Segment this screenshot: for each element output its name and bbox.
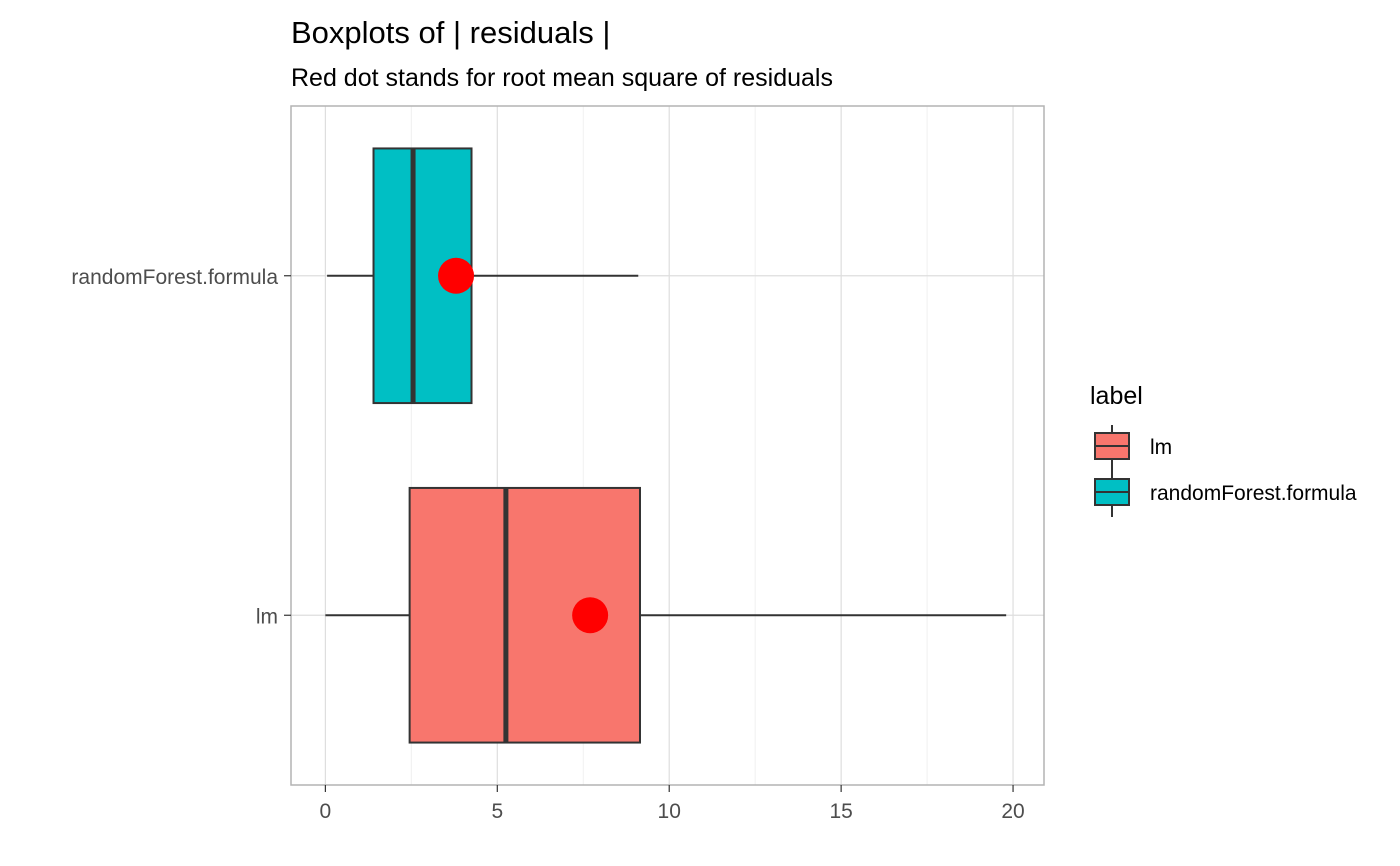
x-tick-label: 0 <box>320 800 332 823</box>
x-axis: 0 5 10 15 20 <box>320 785 1025 823</box>
legend-item: lm <box>1094 425 1172 471</box>
x-tick-label: 5 <box>491 800 503 823</box>
legend-items: lm randomForest.formula <box>1094 425 1357 517</box>
x-tick-label: 10 <box>658 800 681 823</box>
boxplots <box>325 147 1007 744</box>
panel-border <box>290 105 1045 786</box>
y-tick-label: randomForest.formula <box>71 266 278 289</box>
legend-item: randomForest.formula <box>1094 471 1357 517</box>
chart-subtitle: Red dot stands for root mean square of r… <box>291 64 833 92</box>
boxplot-lm <box>325 486 1007 744</box>
legend: label lm randomForest.formula <box>1090 382 1357 517</box>
x-tick-label: 15 <box>829 800 852 823</box>
chart-title: Boxplots of | residuals | <box>291 15 610 50</box>
rms-dot <box>438 257 475 294</box>
boxplot-randomForest-formula <box>327 147 639 405</box>
legend-label: lm <box>1150 436 1172 459</box>
legend-label: randomForest.formula <box>1150 482 1357 505</box>
legend-title: label <box>1090 382 1143 410</box>
rms-dot <box>572 597 609 634</box>
y-tick-label: lm <box>256 605 278 628</box>
y-axis: lm randomForest.formula <box>71 266 291 628</box>
x-tick-label: 20 <box>1001 800 1024 823</box>
